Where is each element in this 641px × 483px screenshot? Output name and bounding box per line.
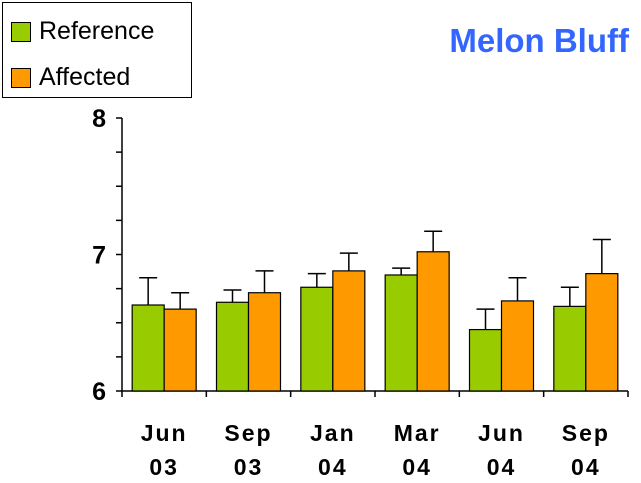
bar-affected — [247, 292, 282, 392]
legend: Reference Affected — [2, 2, 192, 98]
x-tick-label: Jun — [141, 420, 188, 446]
bar-reference — [300, 286, 334, 392]
x-tick-label: Sep — [224, 420, 272, 446]
bar-affected — [500, 300, 535, 392]
legend-item-affected: Affected — [11, 63, 130, 92]
legend-item-reference: Reference — [11, 17, 154, 46]
x-tick-label: Jun — [478, 420, 525, 446]
x-tick-label: 04 — [402, 454, 432, 480]
y-tick-labels: 6 7 8 — [92, 105, 106, 406]
y-tick-label: 7 — [92, 242, 106, 270]
error-bars — [139, 230, 611, 330]
x-tick-label: 04 — [487, 454, 517, 480]
x-tick-label: 03 — [149, 454, 179, 480]
axes — [116, 117, 629, 397]
bar-reference — [468, 328, 503, 392]
bar-reference — [131, 304, 165, 392]
bar-affected — [163, 308, 197, 392]
bar-affected — [585, 273, 619, 392]
x-tick-label: 04 — [318, 454, 348, 480]
x-tick-label: Sep — [562, 420, 610, 446]
x-tick-label: Jan — [310, 420, 356, 446]
bar-affected — [332, 270, 366, 392]
legend-label-reference: Reference — [39, 17, 155, 45]
bar-affected — [416, 251, 450, 392]
y-tick-label: 8 — [92, 105, 106, 133]
x-tick-labels: Jun 03 Sep 03 Jan 04 Mar 04 Jun 04 Sep 04 — [141, 420, 610, 480]
legend-swatch-reference — [11, 21, 31, 42]
x-tick-label: Mar — [394, 420, 441, 446]
legend-label-affected: Affected — [39, 63, 131, 91]
bars — [131, 251, 619, 392]
x-tick-label: 04 — [571, 454, 601, 480]
x-tick-label: 03 — [234, 454, 264, 480]
bar-reference — [553, 305, 587, 392]
y-tick-label: 6 — [92, 378, 106, 406]
legend-swatch-affected — [11, 67, 31, 88]
chart-title: Melon Bluff — [449, 22, 629, 59]
bar-reference — [215, 301, 250, 392]
bar-reference — [384, 274, 418, 392]
